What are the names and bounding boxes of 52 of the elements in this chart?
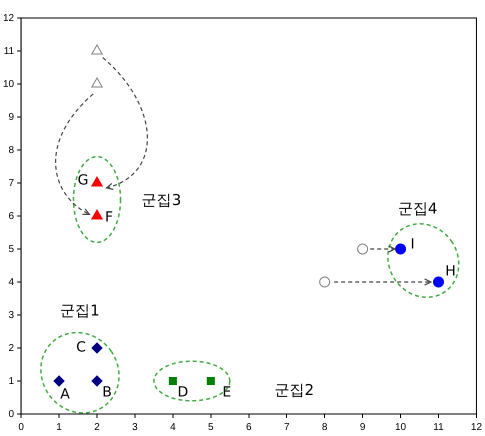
point <box>432 276 444 288</box>
y-tick-label: 6 <box>8 210 15 222</box>
x-tick-label: 1 <box>56 422 62 433</box>
point <box>91 44 103 54</box>
point <box>92 376 103 386</box>
annotation: 군집4 <box>398 199 438 218</box>
point <box>92 342 103 354</box>
annotation: H <box>445 264 456 280</box>
y-tick-label: 11 <box>4 46 15 57</box>
annotation: C <box>76 340 86 356</box>
point <box>357 244 368 254</box>
y-tick-label: 7 <box>8 178 15 189</box>
point <box>319 276 330 288</box>
annotation: 군집1 <box>60 302 100 320</box>
x-tick-label: 0 <box>18 422 24 433</box>
annotation: F <box>104 210 114 226</box>
x-tick-label: 2 <box>94 422 100 433</box>
annotation: A <box>60 386 70 403</box>
y-tick-label: 1 <box>8 376 15 387</box>
x-tick-label: 7 <box>284 422 290 433</box>
annotation: D <box>178 384 188 401</box>
x-tick-label: 11 <box>433 422 444 433</box>
x-tick-label: 6 <box>246 422 252 433</box>
y-tick-label: 12 <box>3 12 15 24</box>
y-tick-label: 2 <box>8 342 15 354</box>
point <box>168 376 177 386</box>
x-tick-label: 8 <box>322 422 328 433</box>
x-tick-label: 10 <box>394 422 407 433</box>
y-tick-label: 5 <box>8 244 15 255</box>
x-tick-label: 4 <box>170 422 176 433</box>
annotation: E <box>222 384 232 401</box>
y-tick-label: 10 <box>3 78 15 90</box>
point <box>91 210 103 220</box>
point <box>91 176 103 186</box>
point <box>91 78 103 88</box>
y-tick-label: 4 <box>8 276 15 288</box>
point <box>395 244 406 254</box>
point <box>206 376 215 386</box>
annotation: I <box>410 236 415 253</box>
x-tick-label: 12 <box>470 422 482 433</box>
annotation: G <box>78 172 88 189</box>
y-tick-label: 9 <box>8 112 15 123</box>
x-tick-label: 3 <box>132 422 138 433</box>
annotation: 군집3 <box>142 191 182 210</box>
annotation: 군집2 <box>274 380 314 399</box>
x-tick-label: 5 <box>208 422 214 433</box>
annotation: B <box>102 384 112 401</box>
x-tick-label: 9 <box>360 422 366 433</box>
y-tick-label: 8 <box>8 144 15 156</box>
y-tick-label: 3 <box>8 310 15 321</box>
point <box>54 376 65 386</box>
y-tick-label: 0 <box>8 408 15 420</box>
